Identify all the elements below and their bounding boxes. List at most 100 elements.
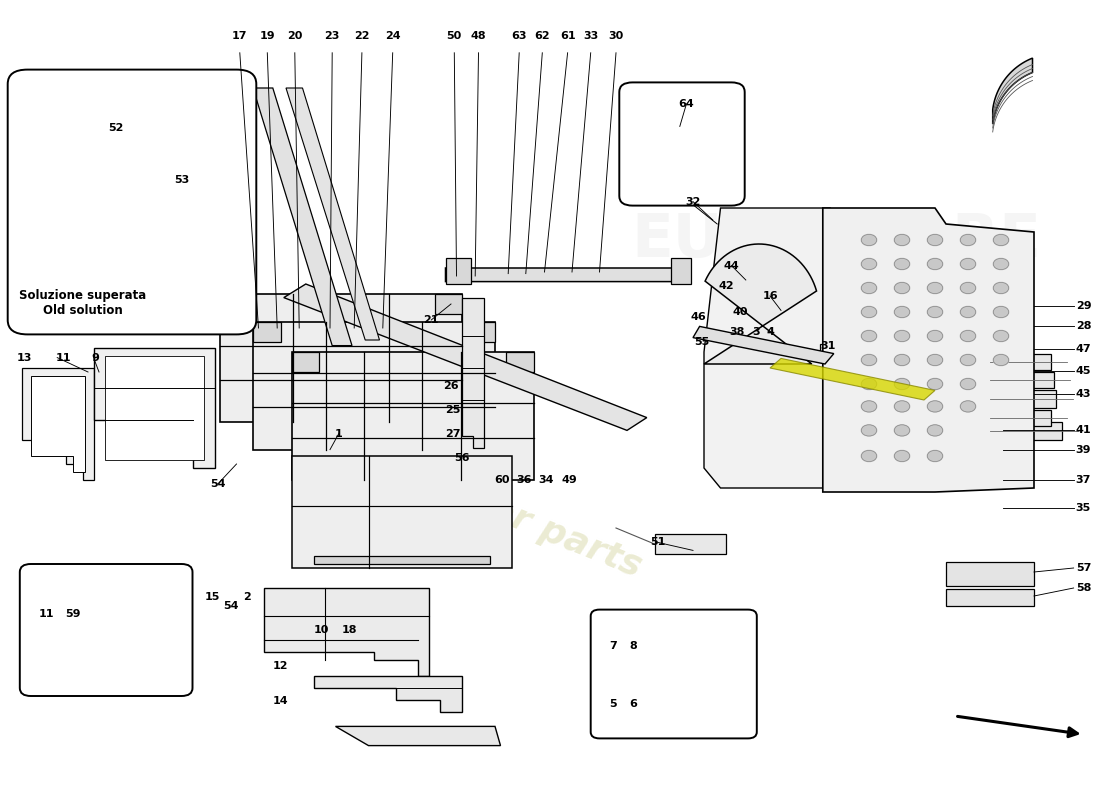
Polygon shape	[990, 422, 1062, 440]
Polygon shape	[42, 682, 66, 684]
Circle shape	[861, 450, 877, 462]
Text: 59: 59	[65, 610, 80, 619]
Polygon shape	[992, 58, 1033, 124]
Polygon shape	[671, 258, 691, 284]
Polygon shape	[42, 584, 88, 676]
Polygon shape	[314, 556, 490, 564]
Polygon shape	[468, 322, 495, 342]
Text: 43: 43	[1076, 389, 1091, 398]
Text: 20: 20	[287, 31, 303, 41]
Polygon shape	[286, 88, 379, 340]
Polygon shape	[104, 180, 170, 264]
Polygon shape	[506, 352, 534, 372]
Polygon shape	[104, 356, 204, 460]
Polygon shape	[220, 294, 248, 314]
Polygon shape	[693, 326, 834, 364]
Polygon shape	[609, 670, 735, 690]
Circle shape	[960, 330, 976, 342]
Polygon shape	[434, 294, 462, 314]
Polygon shape	[704, 208, 830, 488]
Text: 12: 12	[273, 661, 288, 670]
Text: 49: 49	[562, 475, 578, 485]
Polygon shape	[42, 676, 170, 684]
Circle shape	[927, 425, 943, 436]
FancyBboxPatch shape	[619, 82, 745, 206]
Text: 47: 47	[1076, 344, 1091, 354]
Text: 51: 51	[650, 538, 666, 547]
Circle shape	[960, 378, 976, 390]
Text: 22: 22	[354, 31, 370, 41]
Circle shape	[960, 282, 976, 294]
Circle shape	[894, 306, 910, 318]
Text: 24: 24	[385, 31, 400, 41]
Circle shape	[960, 354, 976, 366]
FancyBboxPatch shape	[591, 610, 757, 738]
Text: 50: 50	[447, 31, 462, 41]
Text: 41: 41	[1076, 426, 1091, 435]
Text: 33: 33	[583, 31, 598, 41]
Polygon shape	[946, 589, 1034, 606]
Circle shape	[993, 306, 1009, 318]
Text: 58: 58	[1076, 583, 1091, 593]
Text: 64: 64	[679, 99, 694, 109]
Text: 16: 16	[762, 291, 778, 301]
Text: 3: 3	[752, 327, 759, 337]
Circle shape	[960, 401, 976, 412]
Text: 1: 1	[334, 429, 343, 438]
Circle shape	[894, 234, 910, 246]
Polygon shape	[990, 410, 1050, 426]
Text: 34: 34	[538, 475, 553, 485]
Text: 11: 11	[39, 610, 54, 619]
Text: 60: 60	[494, 475, 509, 485]
Text: 4: 4	[766, 327, 774, 337]
Polygon shape	[253, 322, 495, 450]
FancyBboxPatch shape	[8, 70, 256, 334]
Circle shape	[894, 282, 910, 294]
Circle shape	[927, 258, 943, 270]
Circle shape	[927, 282, 943, 294]
Polygon shape	[31, 376, 85, 472]
Text: 21: 21	[424, 315, 439, 325]
Text: 8: 8	[629, 642, 638, 651]
Polygon shape	[99, 172, 176, 178]
Polygon shape	[253, 88, 352, 346]
Circle shape	[927, 401, 943, 412]
Circle shape	[927, 354, 943, 366]
Polygon shape	[60, 144, 104, 188]
Circle shape	[894, 450, 910, 462]
Circle shape	[894, 401, 910, 412]
Text: 26: 26	[443, 381, 459, 390]
Polygon shape	[609, 644, 644, 660]
Polygon shape	[292, 352, 534, 480]
FancyBboxPatch shape	[20, 564, 192, 696]
Circle shape	[993, 234, 1009, 246]
Text: 6: 6	[629, 699, 638, 709]
Text: 30: 30	[608, 31, 624, 41]
Text: 46: 46	[691, 312, 706, 322]
Polygon shape	[462, 298, 484, 448]
Text: 17: 17	[232, 31, 248, 41]
Polygon shape	[651, 644, 735, 660]
Text: 5: 5	[609, 699, 616, 709]
Circle shape	[927, 450, 943, 462]
Polygon shape	[292, 456, 512, 568]
Circle shape	[894, 425, 910, 436]
Text: 54: 54	[223, 602, 239, 611]
Circle shape	[927, 330, 943, 342]
Polygon shape	[823, 208, 1034, 492]
Text: 19: 19	[260, 31, 275, 41]
Text: 27: 27	[446, 429, 461, 438]
Circle shape	[861, 330, 877, 342]
Polygon shape	[314, 676, 462, 712]
Text: 40: 40	[733, 307, 748, 317]
Polygon shape	[446, 258, 471, 284]
Text: 15: 15	[205, 592, 220, 602]
Circle shape	[993, 258, 1009, 270]
Text: 18: 18	[342, 626, 358, 635]
Polygon shape	[264, 588, 429, 676]
Text: 35: 35	[1076, 503, 1091, 513]
Circle shape	[894, 378, 910, 390]
Polygon shape	[336, 726, 500, 746]
Circle shape	[960, 258, 976, 270]
Text: 2: 2	[243, 592, 252, 602]
